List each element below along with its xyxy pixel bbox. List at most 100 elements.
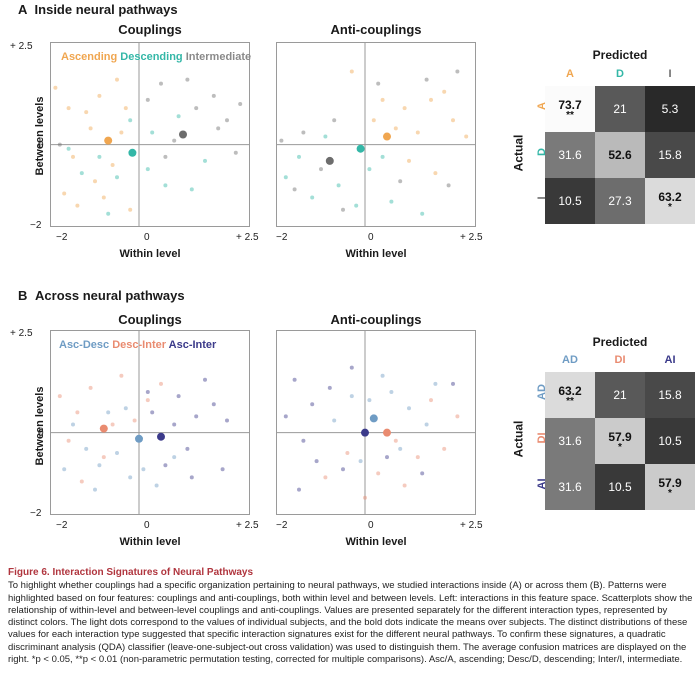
plot-a1-mean-descending [128,148,137,157]
plot-b1-point-desc-inter-10 [132,418,137,423]
plot-b2-point-asc-desc-3 [407,406,411,411]
plot-b1-point-desc-inter-4 [119,373,124,378]
plot-a-ylabel: Between levels [34,96,46,176]
plot-b1-mean-asc-desc [135,434,143,443]
plot-a2-point-ascending-9 [407,158,411,163]
plot-b2-point-asc-inter-8 [451,381,455,386]
cm-b-cell-2-1: 10.5 [595,464,645,510]
cm-a-cell-1-0: 31.6 [545,132,595,178]
plot-a2-point-intermediate-1 [319,167,323,172]
cm-a-cell-stars: * [668,202,672,213]
plot-b1-point-asc-inter-11 [189,475,194,480]
plot-a2-xtick-zero: 0 [368,232,374,243]
plot-a1-point-intermediate-3 [211,93,216,98]
cm-a-cell-value: 73.7 [558,98,582,112]
plot-a2-point-ascending-3 [451,118,455,123]
panel-b-letter: B [18,288,28,303]
plot-b1-legend: Asc-Desc Desc-Inter Asc-Inter [59,339,216,351]
plot-a2-point-intermediate-8 [398,179,403,184]
plot-b1-point-asc-desc-0 [84,446,89,451]
plot-b2-point-asc-inter-10 [349,365,354,370]
plot-a2-point-ascending-0 [380,97,385,102]
plot-b1-point-asc-desc-2 [115,451,119,455]
plot-b1-title: Couplings [118,312,182,327]
plot-a1-point-descending-6 [150,130,155,135]
plot-a1-point-ascending-12 [101,195,106,200]
plot-a1-legend: Ascending Descending Intermediate [61,51,251,63]
cm-b-col-ai: AI [664,354,676,366]
plot-a1-point-ascending-8 [93,179,97,184]
plot-b1-point-asc-desc-9 [123,406,128,411]
cm-b-grid: 63.2 ** 21 15.8 31.6 57.9 * 10.5 31.6 10.5 57.9 * [545,372,695,510]
cm-b-cell-1-2: 10.5 [645,418,695,464]
plot-a-ytick-zero: 0 [38,140,44,151]
cm-a-cell-0-2: 5.3 [645,86,695,132]
plot-a2-point-ascending-5 [393,126,398,131]
cm-a-cell-value: 31.6 [558,148,582,162]
cm-b-col-ad: AD [562,354,578,366]
cm-b-cell-value: 57.9 [658,476,682,490]
plot-a1-point-intermediate-2 [225,118,229,123]
plot-b2-xlabel: Within level [345,536,407,548]
plot-b1-mean-desc-inter [99,424,108,433]
plot-b2-point-asc-desc-0 [367,398,372,403]
plot-a1-point-ascending-11 [71,154,75,159]
plot-a2-point-intermediate-7 [279,138,284,143]
plot-b2-point-desc-inter-1 [415,455,420,460]
cm-a-col-a: A [566,68,574,80]
plot-b2-title: Anti-couplings [330,312,422,327]
plot-a2-point-descending-7 [380,154,385,159]
plot-a2-xlabel: Within level [345,248,407,260]
plot-b1-point-asc-desc-4 [141,467,146,472]
plot-b1-point-desc-inter-5 [66,438,71,443]
plot-b2-point-asc-desc-9 [433,381,438,386]
plot-a1-point-ascending-9 [110,163,115,167]
cm-a-cell-value: 21 [613,102,627,116]
plot-b2-point-desc-inter-2 [376,471,381,476]
legend-intermediate: Intermediate [185,51,252,63]
plot-b-ylabel: Between levels [34,386,46,466]
plot-b2-xtick-right: + 2.5 [460,520,483,531]
cm-a-col-d: D [616,68,624,80]
plot-b1-point-asc-inter-6 [220,467,225,472]
plot-a1-mean-ascending [104,136,113,145]
plot-b1-point-desc-inter-6 [101,455,106,460]
plot-a2-point-ascending-1 [402,106,407,111]
plot-b2-point-desc-inter-3 [442,446,447,451]
plot-a-ytick-top: + 2.5 [10,41,33,52]
plot-a1-point-intermediate-0 [159,81,163,86]
plot-b1-point-asc-desc-10 [172,455,177,460]
plot-b2-point-desc-inter-4 [345,451,350,455]
plot-a1-xlabel: Within level [119,248,181,260]
plot-b2-mean-desc-inter [383,428,391,437]
plot-b2-xtick-left: −2 [276,520,288,531]
plot-a1-point-descending-11 [203,158,207,163]
plot-b1-point-asc-inter-7 [145,390,150,394]
plot-b1-point-asc-desc-6 [106,410,111,415]
plot-b2-point-desc-inter-8 [323,475,328,480]
plot-a1-point-ascending-10 [128,207,133,212]
plot-b2-point-asc-inter-6 [283,414,288,419]
plot-a2-point-ascending-11 [349,69,354,74]
plot-a2-point-descending-3 [367,167,372,172]
caption-text: To highlight whether couplings had a spe… [8,580,693,666]
cm-a-cell-2-0: 10.5 [545,178,595,224]
plot-a2-point-descending-5 [323,134,328,139]
plot-a1-point-intermediate-5 [233,150,238,155]
plot-b1-point-asc-desc-5 [71,422,75,427]
plot-b2-point-asc-desc-2 [349,394,354,399]
plot-a2-anticouplings [276,42,476,227]
panel-a-heading: A Inside neural pathways [18,2,178,17]
cm-b-cell-1-1: 57.9 * [595,418,645,464]
plot-a2-point-intermediate-6 [455,69,460,74]
plot-b1-point-desc-inter-9 [159,381,163,386]
plot-a2-svg [277,43,475,226]
cm-b-cell-value: 10.5 [608,480,632,494]
plot-b1-point-desc-inter-1 [75,410,80,415]
plot-a2-point-descending-1 [310,195,315,200]
cm-b-cell-value: 15.8 [658,388,682,402]
plot-b1-point-asc-inter-2 [194,414,199,419]
plot-a2-point-ascending-2 [429,97,433,102]
cm-a-cell-1-1: 52.6 [595,132,645,178]
plot-b1-point-asc-desc-11 [62,467,67,472]
